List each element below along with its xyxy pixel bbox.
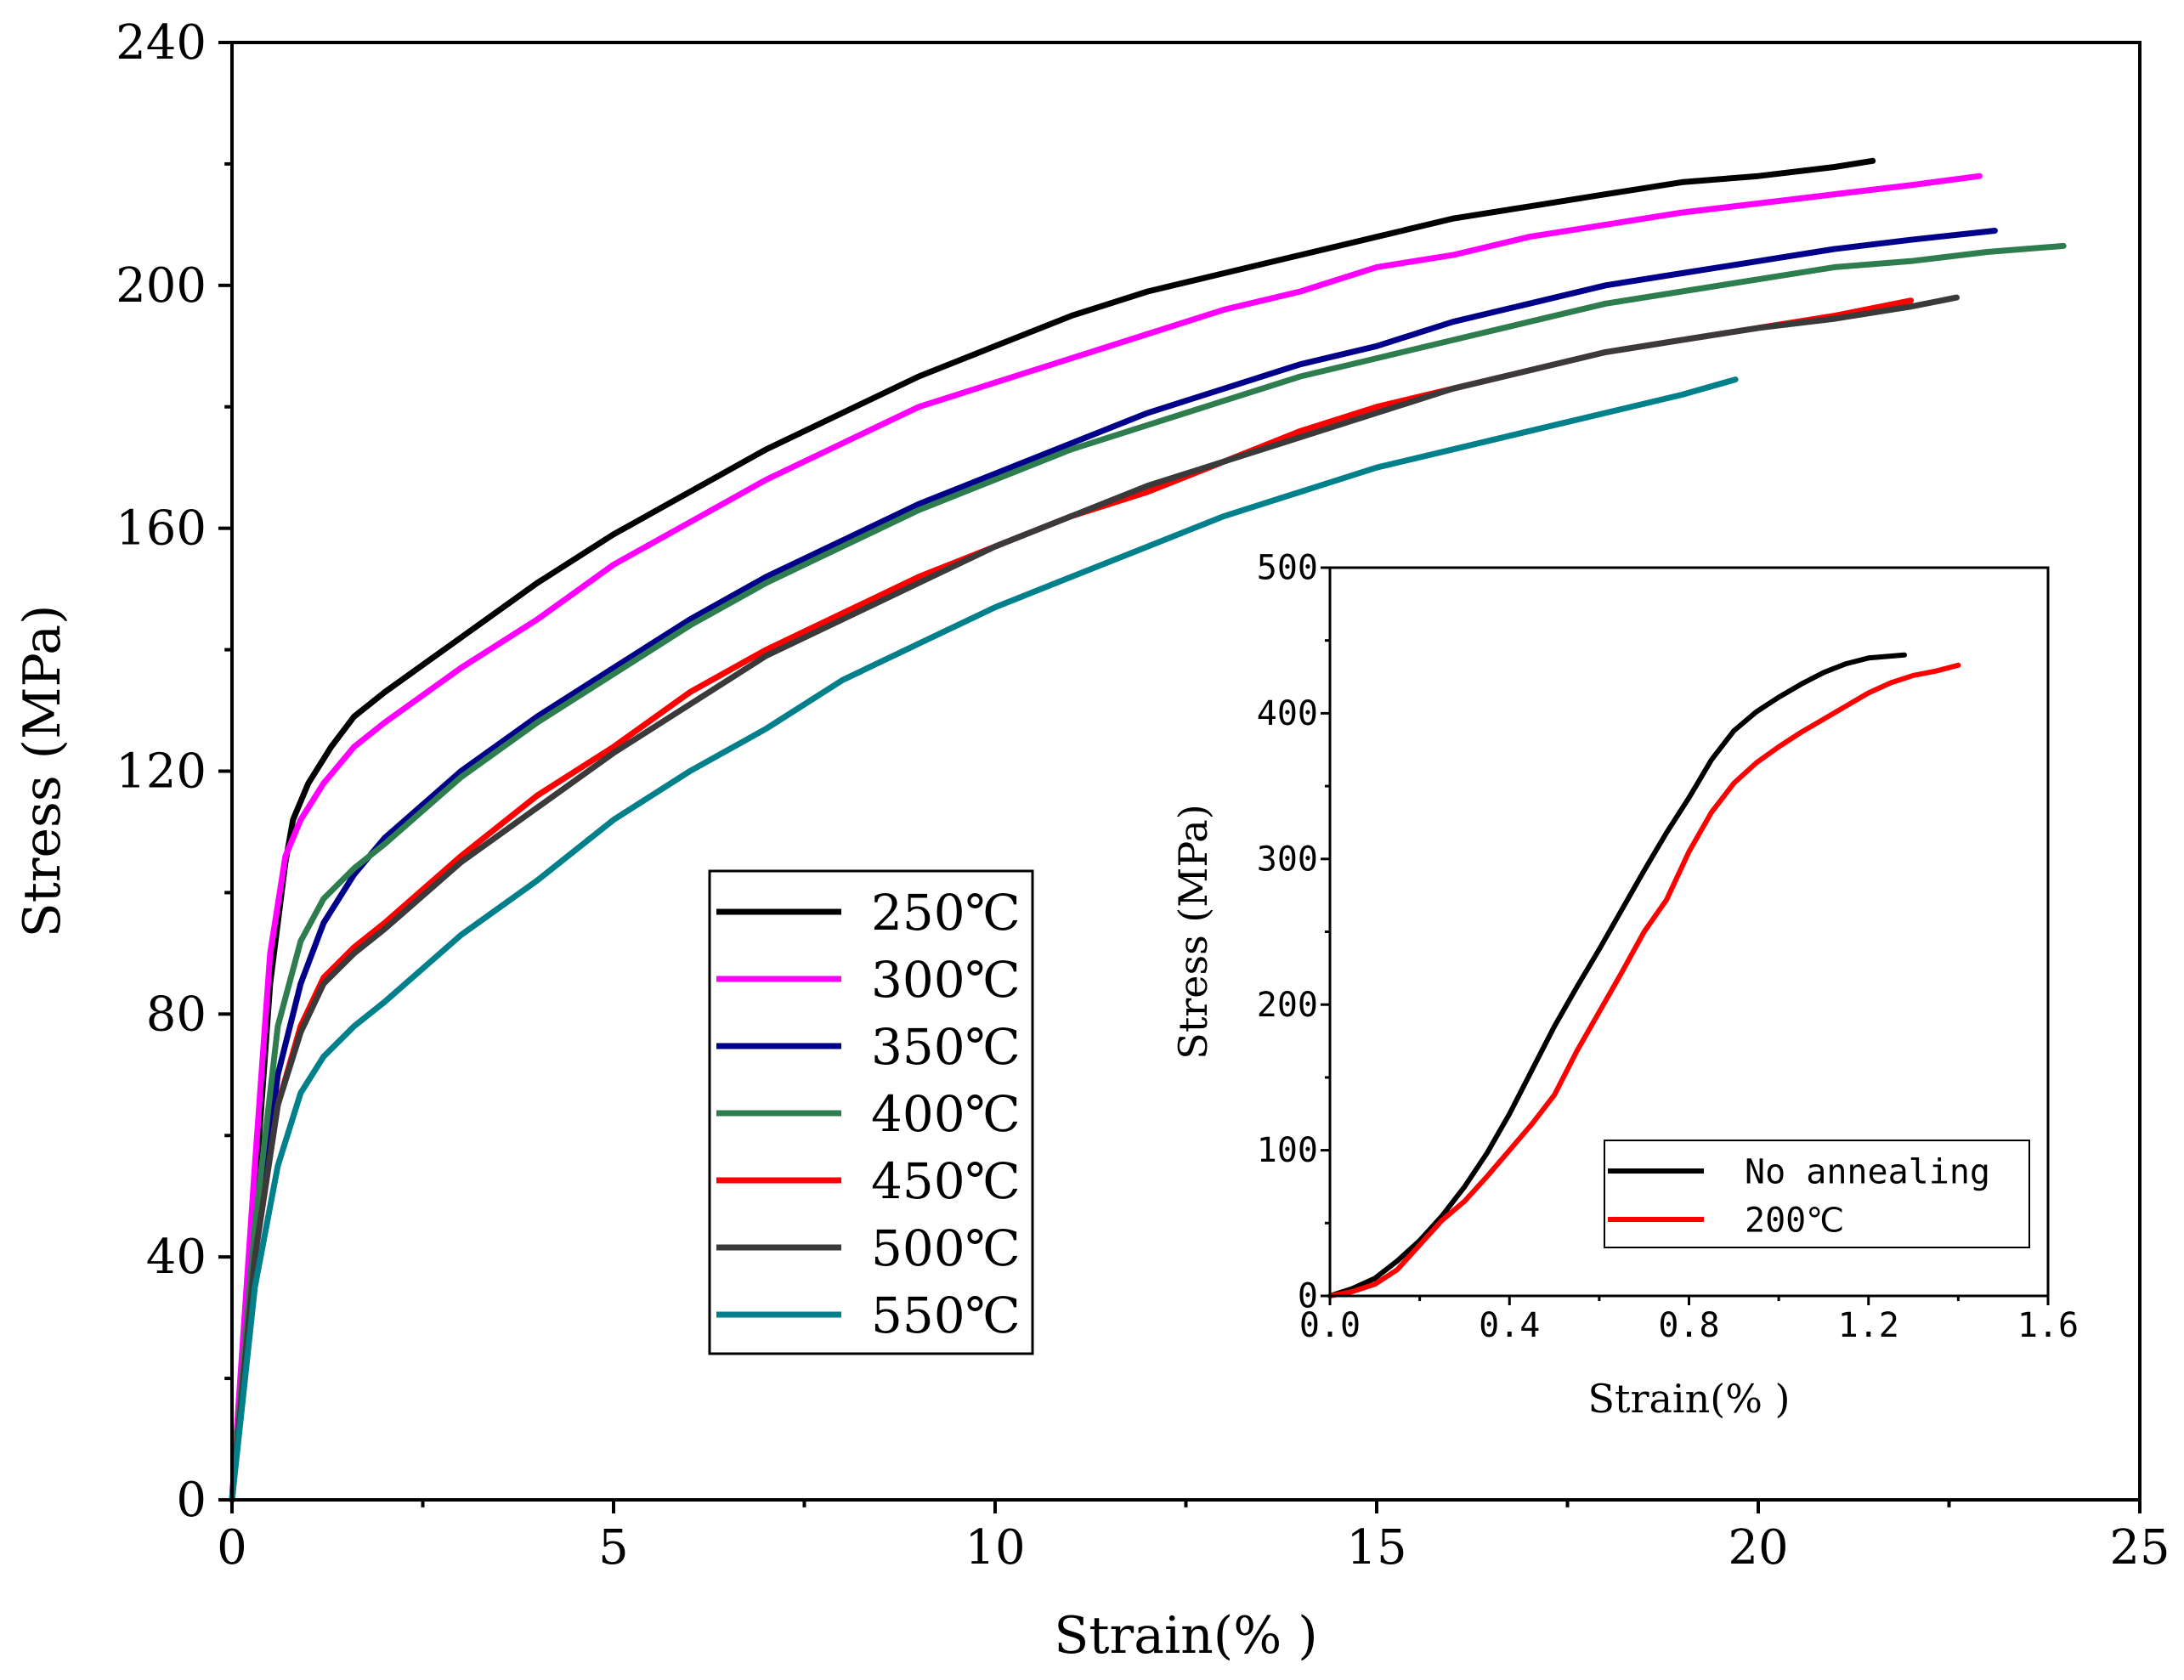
main-x-tick-label: 10 xyxy=(965,1520,1025,1575)
main-y-axis-title: Stress (MPa) xyxy=(13,605,72,938)
main-legend-label: 300℃ xyxy=(871,951,1021,1009)
inset-x-tick-label: 0.8 xyxy=(1658,1306,1719,1345)
main-series-line xyxy=(229,242,2067,1503)
inset-y-axis-title: Stress (MPa) xyxy=(1170,804,1216,1059)
main-y-tick-label: 40 xyxy=(146,1230,207,1285)
main-x-tick-label: 25 xyxy=(2109,1520,2170,1575)
main-y-tick-label: 240 xyxy=(116,15,207,71)
inset-y-tick-label: 0 xyxy=(1298,1277,1318,1316)
main-series-line xyxy=(229,294,1960,1503)
inset-legend: No annealing 200℃ xyxy=(1604,1140,2030,1248)
inset-y-tick-label: 200 xyxy=(1257,986,1318,1025)
main-y-tick-label: 200 xyxy=(116,258,207,314)
inset-y-tick-label: 400 xyxy=(1257,694,1318,733)
main-legend-label: 500℃ xyxy=(871,1219,1021,1277)
inset-legend-label: 200℃ xyxy=(1745,1201,1844,1240)
inset-x-axis-title: Strain(% ) xyxy=(1588,1376,1791,1422)
main-x-tick-label: 0 xyxy=(217,1520,247,1575)
main-legend-label: 350℃ xyxy=(871,1018,1021,1076)
inset-chart: 0.0 0.4 0.8 1.2 1.6 0 100 200 300 400 500 Strain(% … xyxy=(1170,549,2079,1422)
main-chart: 0 5 10 15 20 25 0 40 80 120 160 200 240 Strain(% ) Str… xyxy=(13,15,2170,1666)
main-legend-label: 400℃ xyxy=(871,1085,1021,1143)
inset-series-line xyxy=(1327,662,1961,1298)
main-y-tick-label: 80 xyxy=(146,987,207,1042)
main-series-line xyxy=(229,173,1983,1503)
inset-y-tick-label: 100 xyxy=(1257,1131,1318,1170)
inset-y-tick-label: 300 xyxy=(1257,840,1318,879)
main-legend: 250℃ 300℃ 350℃ 400℃ 450℃ 500℃ 550℃ xyxy=(708,869,1034,1355)
main-y-tick-label: 0 xyxy=(176,1473,207,1528)
main-x-axis-title: Strain(% ) xyxy=(1054,1606,1317,1666)
main-series-line xyxy=(229,376,1739,1503)
inset-series-line xyxy=(1327,652,1907,1298)
inset-y-tick-label: 500 xyxy=(1257,549,1318,588)
main-series-line xyxy=(229,157,1876,1503)
inset-x-tick-label: 1.6 xyxy=(2017,1306,2079,1345)
inset-legend-box xyxy=(1604,1140,2030,1248)
inset-x-tick-label: 1.2 xyxy=(1838,1306,1899,1345)
main-x-tick-label: 20 xyxy=(1728,1520,1788,1575)
inset-x-tick-label: 0.0 xyxy=(1299,1306,1361,1345)
main-legend-label: 450℃ xyxy=(871,1152,1021,1210)
main-y-tick-label: 120 xyxy=(116,744,207,800)
inset-x-tick-label: 0.4 xyxy=(1479,1306,1540,1345)
main-series-line xyxy=(229,228,1998,1503)
main-legend-label: 250℃ xyxy=(871,884,1021,942)
main-x-tick-label: 5 xyxy=(598,1520,629,1575)
main-legend-label: 550℃ xyxy=(871,1287,1021,1344)
inset-legend-label: No annealing xyxy=(1745,1152,1990,1191)
main-y-tick-label: 160 xyxy=(116,501,207,557)
main-x-tick-label: 15 xyxy=(1346,1520,1406,1575)
